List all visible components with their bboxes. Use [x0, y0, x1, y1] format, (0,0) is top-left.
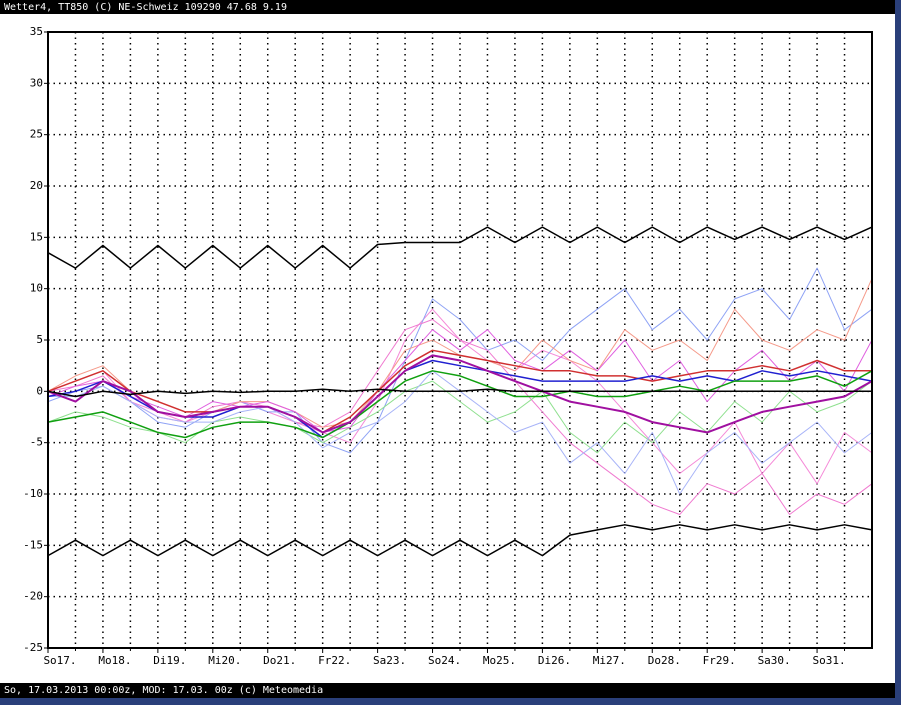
- x-tick-label: Do28.: [648, 654, 681, 667]
- x-tick-label: Fr29.: [703, 654, 736, 667]
- y-tick-label: 25: [30, 128, 43, 141]
- series-line: [47, 278, 873, 428]
- window-border: [895, 0, 901, 705]
- y-tick-label: -20: [23, 590, 43, 603]
- series-line: [47, 226, 873, 269]
- x-tick-label: Sa23.: [373, 654, 406, 667]
- series-line: [47, 354, 873, 434]
- y-tick-label: -10: [23, 487, 43, 500]
- y-tick-label: -5: [30, 436, 43, 449]
- x-tick-label: So24.: [428, 654, 461, 667]
- series-line: [47, 524, 873, 557]
- x-tick-label: Mo18.: [98, 654, 131, 667]
- y-tick-label: 15: [30, 230, 43, 243]
- window-border: [0, 698, 901, 705]
- series-line: [47, 380, 873, 454]
- x-tick-label: Mi20.: [208, 654, 241, 667]
- series-line: [47, 349, 872, 434]
- y-tick-label: -15: [23, 538, 43, 551]
- title-bar: [0, 0, 901, 14]
- series-line: [47, 359, 873, 439]
- series-line: [47, 370, 873, 439]
- series-line: [47, 267, 873, 454]
- x-tick-label: Mo25.: [483, 654, 516, 667]
- y-tick-label: 5: [36, 333, 43, 346]
- y-tick-label: 10: [30, 282, 43, 295]
- x-tick-label: Fr22.: [318, 654, 351, 667]
- x-tick-label: Di19.: [153, 654, 186, 667]
- y-tick-label: 0: [36, 384, 43, 397]
- y-tick-label: 35: [30, 25, 43, 38]
- x-tick-label: So31.: [813, 654, 846, 667]
- footer-bar: [0, 683, 901, 698]
- x-tick-label: So17.: [43, 654, 76, 667]
- x-tick-label: Sa30.: [758, 654, 791, 667]
- y-tick-label: 30: [30, 76, 43, 89]
- x-tick-label: Di26.: [538, 654, 571, 667]
- chart-title: Wetter4, TT850 (C) NE-Schweiz 109290 47.…: [4, 2, 287, 13]
- x-tick-label: Do21.: [263, 654, 296, 667]
- series-line: [47, 388, 872, 398]
- x-tick-label: Mi27.: [593, 654, 626, 667]
- lines: [47, 226, 873, 557]
- y-tick-label: 20: [30, 179, 43, 192]
- labels: -25 -20 -15 -10 -5 0 5 10 15 20 25 30 35 So17. Mo18. Di…: [23, 25, 846, 667]
- series-line: [48, 370, 873, 495]
- y-tick-label: -25: [23, 641, 43, 654]
- footer: So, 17.03.2013 00:00z, MOD: 17.03. 00z (…: [4, 685, 323, 696]
